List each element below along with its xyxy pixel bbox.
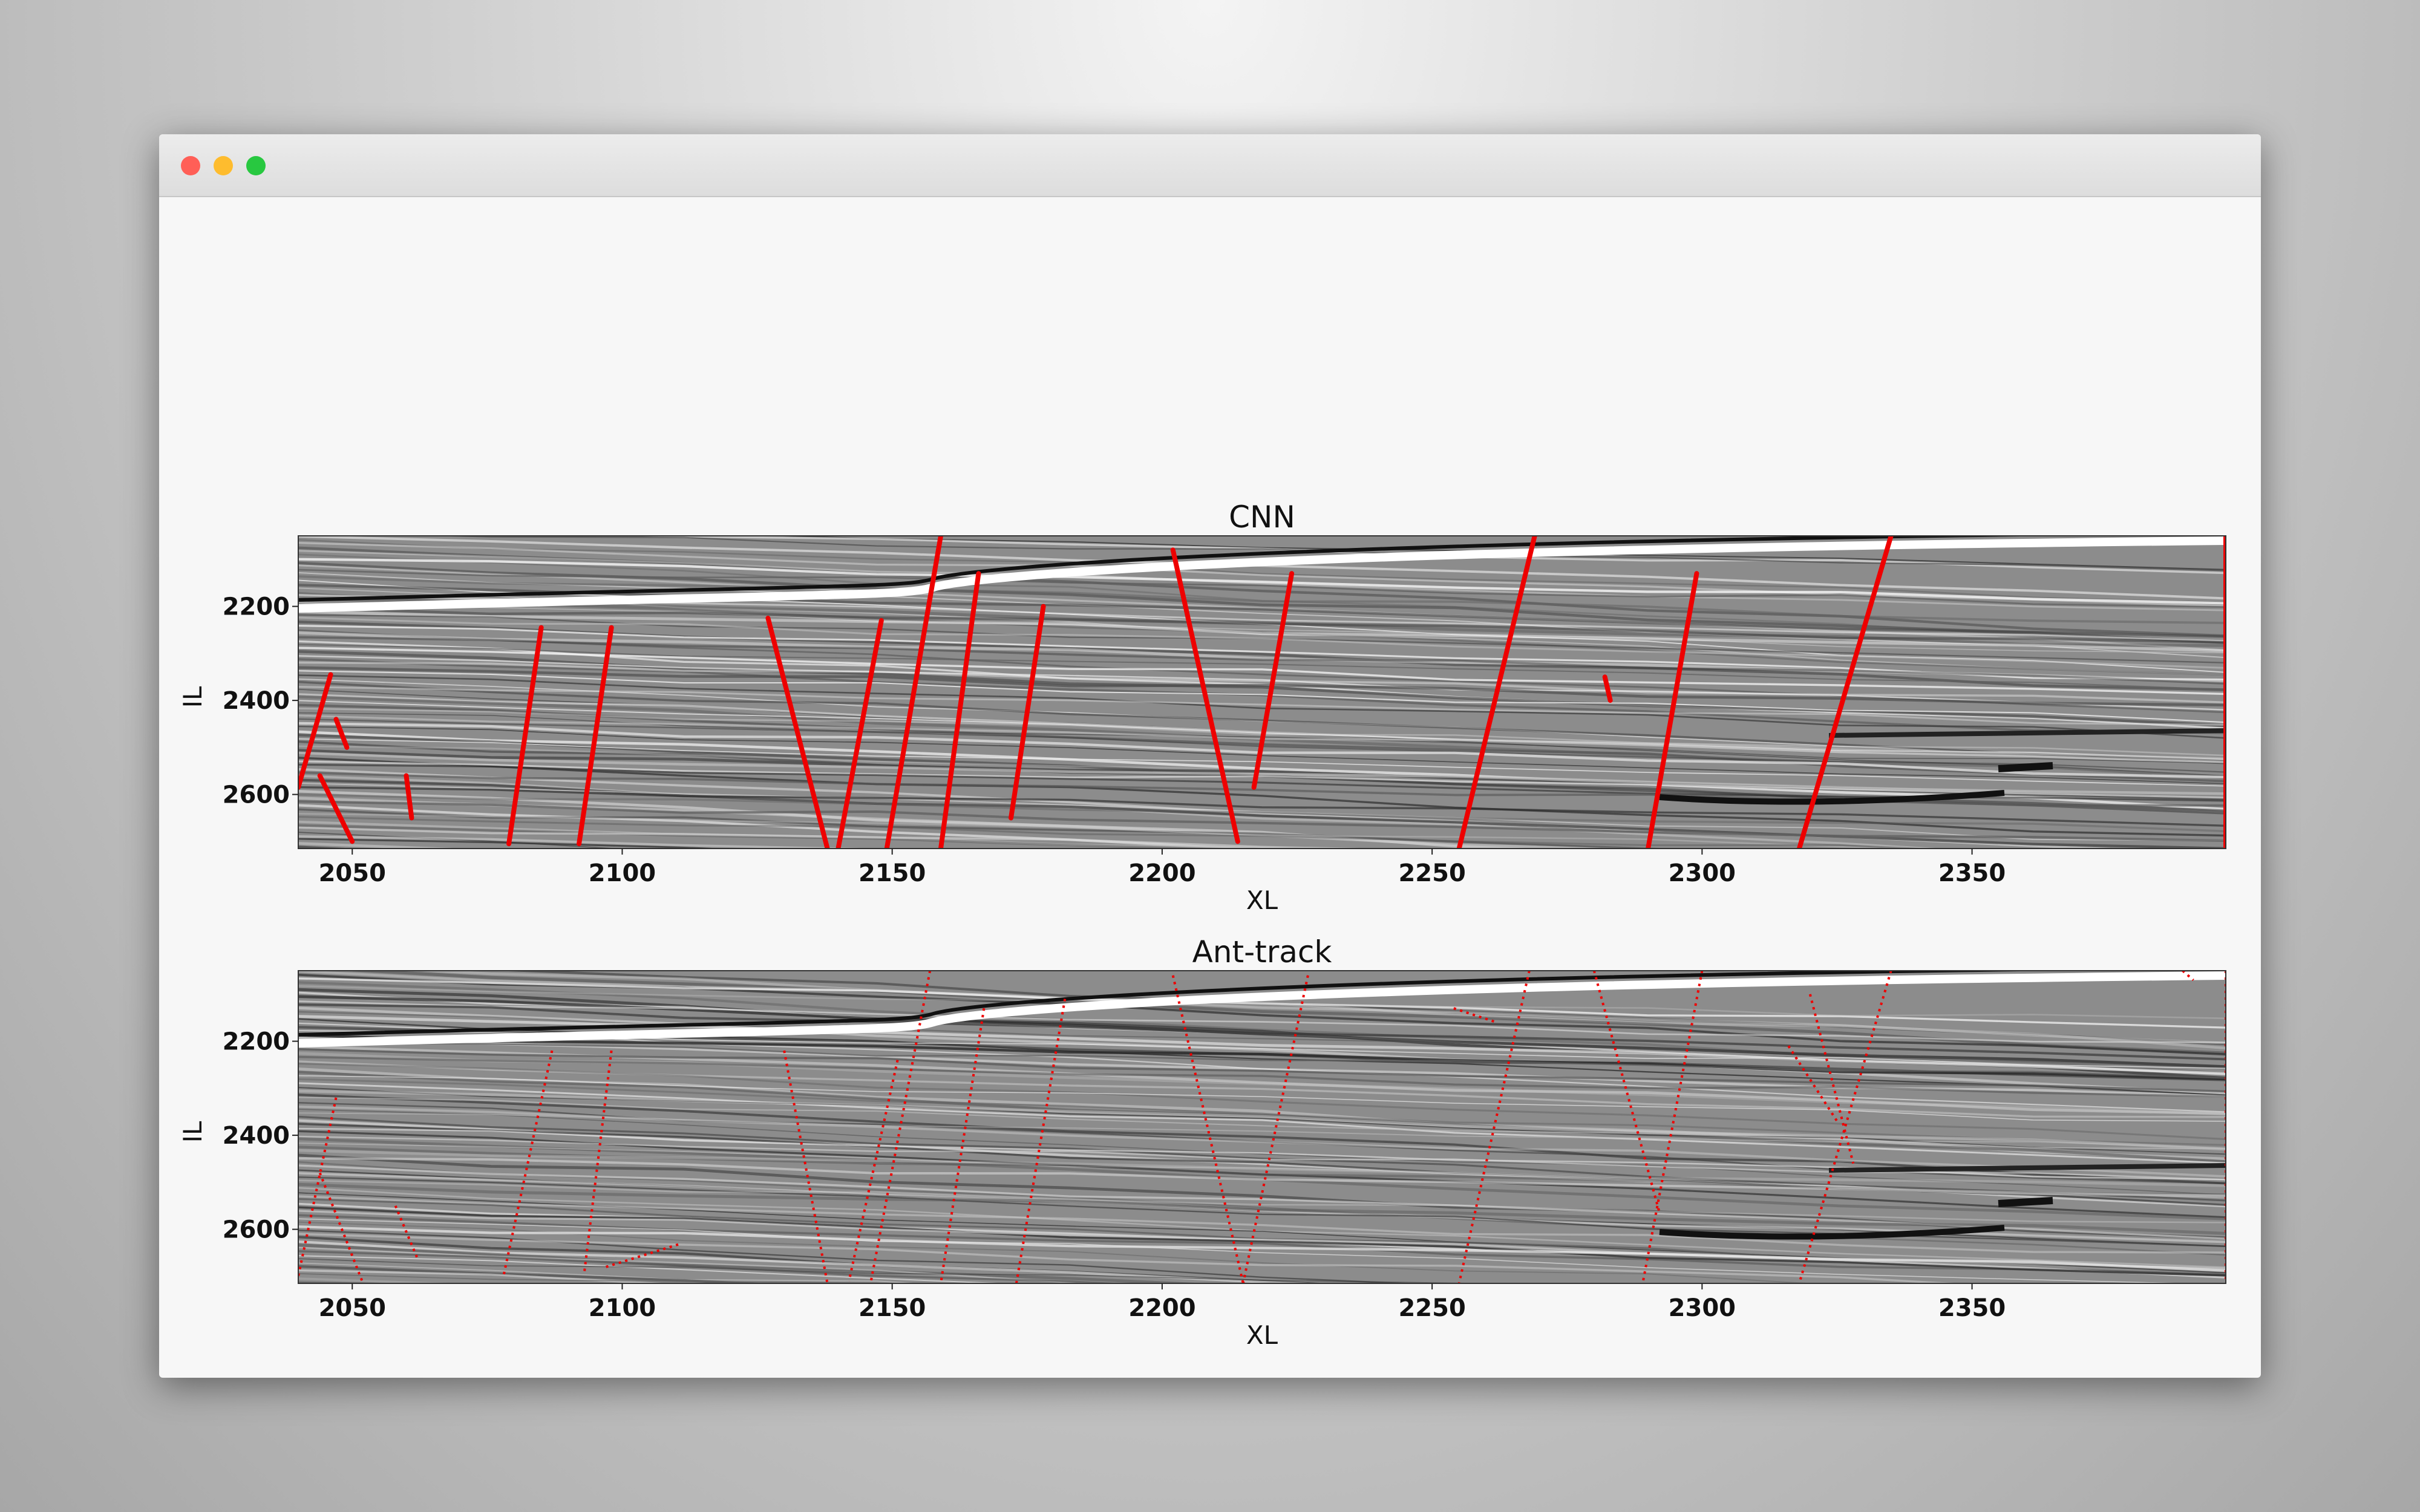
panel-title: Ant-track xyxy=(1192,934,1332,969)
figure-area: 2050 2100 2150 2200 2250 2300 2350 2200 2400 2600… xyxy=(159,197,2261,1378)
fault-line xyxy=(1009,604,1046,821)
x-tick-label: 2050 xyxy=(319,1294,386,1322)
x-tick-label: 2250 xyxy=(1398,859,1465,887)
x-tick-label: 2150 xyxy=(858,859,926,887)
fault-line xyxy=(884,536,943,849)
y-axis-label: IL xyxy=(178,686,208,708)
panel-1: 2050 2100 2150 2200 2250 2300 2350 2200 2400 2600… xyxy=(178,500,2226,915)
fault-line xyxy=(1796,536,1894,849)
fault-line xyxy=(506,625,544,847)
fault-line xyxy=(1015,999,1067,1283)
fault-line xyxy=(1592,971,1660,1211)
fault-line xyxy=(298,672,333,790)
fault-line xyxy=(938,571,981,849)
fault-line xyxy=(1646,571,1699,849)
x-tick-label: 2250 xyxy=(1398,1294,1465,1322)
fault-overlay xyxy=(298,971,2226,1283)
fault-line xyxy=(1787,1045,1839,1122)
fault-line xyxy=(2182,971,2194,982)
plot-frame xyxy=(298,535,2226,849)
x-axis-label: XL xyxy=(1246,885,1278,915)
fault-line xyxy=(1251,571,1295,790)
minimize-button[interactable] xyxy=(214,156,233,175)
y-axis-label: IL xyxy=(178,1121,208,1142)
fault-overlay xyxy=(298,536,2226,849)
x-tick-label: 2200 xyxy=(1128,1294,1195,1322)
x-tick-label: 2150 xyxy=(858,1294,926,1322)
x-tick-label: 2100 xyxy=(589,1294,656,1322)
fault-line xyxy=(1808,994,1855,1164)
x-tick-label: 2350 xyxy=(1938,1294,2006,1322)
x-axis-label: XL xyxy=(1246,1320,1278,1350)
app-window: 2050 2100 2150 2200 2250 2300 2350 2200 2400 2600… xyxy=(159,134,2261,1378)
x-tick-label: 2200 xyxy=(1128,859,1195,887)
zoom-button[interactable] xyxy=(246,156,266,175)
y-tick-label: 2600 xyxy=(223,1216,290,1244)
y-tick-label: 2200 xyxy=(223,593,290,621)
fault-line xyxy=(1457,971,1531,1283)
x-tick-label: 2350 xyxy=(1938,859,2006,887)
seismic-image xyxy=(298,971,2226,1283)
fault-line xyxy=(1453,1007,1497,1024)
fault-line xyxy=(333,717,350,750)
fault-line xyxy=(765,616,830,849)
y-tick-label: 2600 xyxy=(223,781,290,809)
panel-2: 2050 2100 2150 2200 2250 2300 2350 2200 2400 2600… xyxy=(178,934,2226,1350)
fault-line xyxy=(836,618,884,849)
x-tick-label: 2300 xyxy=(1669,859,1736,887)
x-tick-label: 2050 xyxy=(319,859,386,887)
close-button[interactable] xyxy=(181,156,200,175)
fault-line xyxy=(404,773,414,821)
x-tick-label: 2100 xyxy=(589,859,656,887)
figure: 2050 2100 2150 2200 2250 2300 2350 2200 2400 2600… xyxy=(178,500,2226,1350)
fault-line xyxy=(394,1205,419,1259)
fault-line xyxy=(1798,971,1892,1283)
fault-line xyxy=(1456,536,1537,849)
y-tick-label: 2400 xyxy=(223,1122,290,1150)
x-tick-label: 2300 xyxy=(1669,1294,1736,1322)
fault-line xyxy=(1170,547,1240,844)
fault-line xyxy=(502,1050,554,1277)
title-bar xyxy=(159,134,2261,197)
plot-frame xyxy=(298,970,2226,1284)
y-tick-label: 2200 xyxy=(223,1028,290,1056)
panel-title: CNN xyxy=(1229,500,1295,535)
y-tick-label: 2400 xyxy=(223,687,290,715)
fault-line xyxy=(317,773,355,844)
fault-line xyxy=(848,1060,899,1282)
fault-line xyxy=(577,625,614,847)
seismic-image xyxy=(298,536,2226,849)
fault-line xyxy=(1602,674,1613,703)
